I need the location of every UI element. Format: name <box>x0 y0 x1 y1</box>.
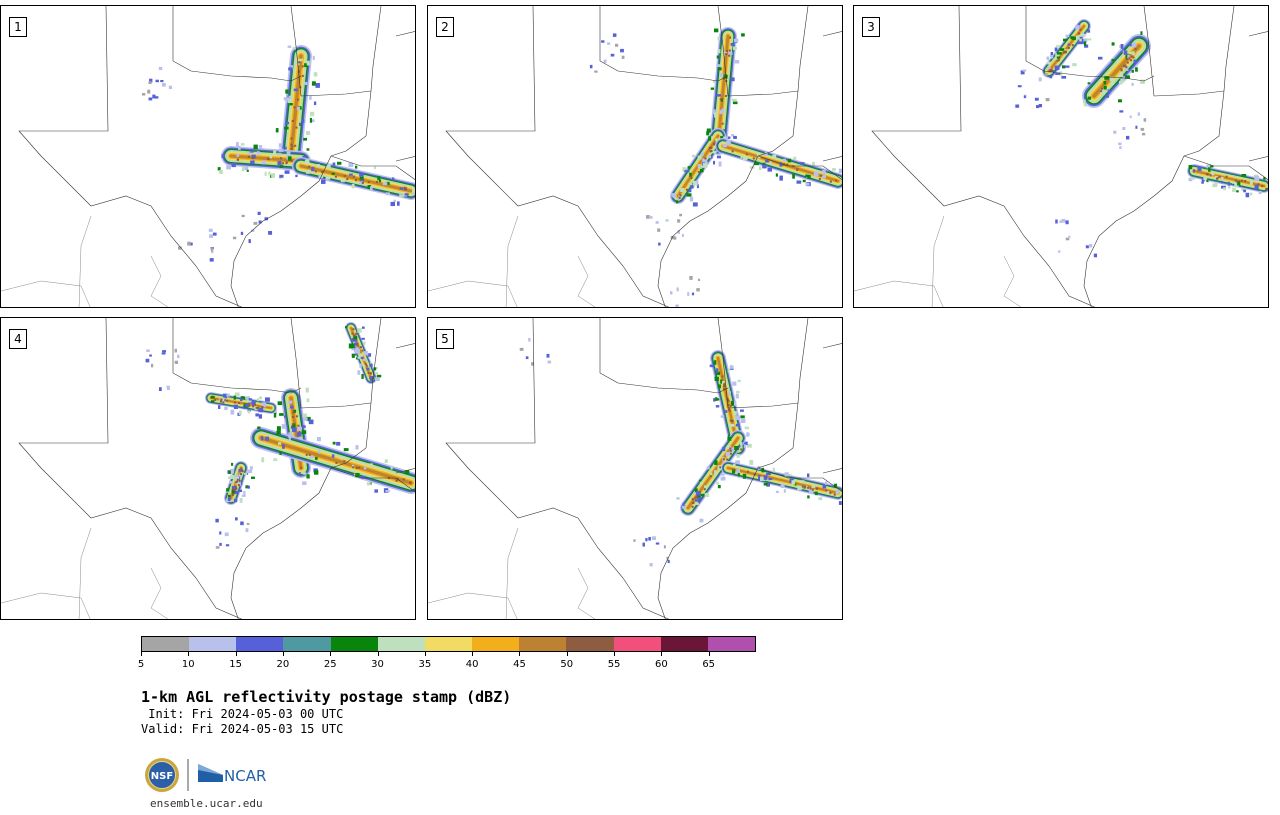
colorbar-tick <box>188 652 190 656</box>
state-borders <box>18 6 415 307</box>
panel-number: 4 <box>9 329 27 349</box>
website-link[interactable]: ensemble.ucar.edu <box>150 797 263 810</box>
reflectivity-echoes <box>1015 19 1268 258</box>
colorbar-tick-label: 15 <box>229 659 242 670</box>
state-borders <box>18 318 415 619</box>
valid-time: Valid: Fri 2024-05-03 15 UTC <box>141 722 344 736</box>
country-borders <box>1 215 169 307</box>
logos: NSF NCAR <box>145 758 266 792</box>
colorbar-tick-label: 25 <box>323 659 337 670</box>
reflectivity-map <box>428 318 842 619</box>
map-panel-5: 5 <box>427 317 843 620</box>
colorbar-tick-label: 45 <box>513 659 526 670</box>
colorbar-tick-label: 55 <box>607 659 621 670</box>
colorbar-tick-label: 50 <box>560 659 574 670</box>
colorbar-tick <box>424 652 426 656</box>
map-panel-2: 2 <box>427 5 843 308</box>
colorbar-tick-label: 65 <box>702 659 716 670</box>
colorbar-cell <box>519 637 567 651</box>
colorbar-cell <box>377 637 425 651</box>
figure-title: 1-km AGL reflectivity postage stamp (dBZ… <box>141 688 512 706</box>
ncar-logo-icon: NCAR <box>198 764 266 785</box>
reflectivity-echoes <box>519 338 842 567</box>
reflectivity-map <box>1 318 415 619</box>
map-panel-1: 1 <box>0 5 416 308</box>
colorbar-cell <box>189 637 237 651</box>
colorbar-tick <box>330 652 332 656</box>
colorbar-tick-label: 5 <box>137 659 145 670</box>
reflectivity-echoes <box>589 27 842 307</box>
panel-number: 3 <box>862 17 880 37</box>
colorbar-cell <box>613 637 661 651</box>
map-panel-4: 4 <box>0 317 416 620</box>
colorbar-tick <box>472 652 474 656</box>
reflectivity-map <box>854 6 1268 307</box>
map-panel-3: 3 <box>853 5 1269 308</box>
ncar-text: NCAR <box>224 767 266 785</box>
colorbar-cell <box>424 637 473 651</box>
colorbar-tick <box>235 652 237 656</box>
colorbar-cell <box>330 637 378 651</box>
country-borders <box>428 527 596 619</box>
colorbar-tick-label: 10 <box>181 659 195 670</box>
colorbar-tick <box>377 652 379 656</box>
reflectivity-echoes <box>142 45 415 262</box>
colorbar-cell <box>283 637 331 651</box>
colorbar-tick <box>566 652 568 656</box>
panel-number: 5 <box>436 329 454 349</box>
colorbar-tick <box>661 652 663 656</box>
reflectivity-map <box>428 6 842 307</box>
nsf-seal-icon: NSF <box>145 758 179 792</box>
colorbar-cell <box>566 637 614 651</box>
colorbar-cell <box>660 637 708 651</box>
panel-number: 1 <box>9 17 27 37</box>
colorbar-tick <box>614 652 616 656</box>
nsf-text: NSF <box>151 771 173 782</box>
colorbar-tick-label: 20 <box>276 659 290 670</box>
colorbar-tick-label: 60 <box>655 659 668 670</box>
colorbar-cell <box>707 637 756 651</box>
colorbar-tick <box>519 652 521 656</box>
colorbar-ticks: 5 10 15 20 25 30 35 40 45 50 55 60 65 <box>137 652 756 672</box>
colorbar-tick-label: 30 <box>371 659 384 670</box>
country-borders <box>1 527 169 619</box>
colorbar-tick-label: 40 <box>465 659 479 670</box>
init-time: Init: Fri 2024-05-03 00 UTC <box>141 707 344 721</box>
panel-number: 2 <box>436 17 454 37</box>
reflectivity-map <box>1 6 415 307</box>
colorbar-tick <box>282 652 284 656</box>
state-borders <box>445 6 842 307</box>
country-borders <box>428 215 596 307</box>
colorbar-tick <box>708 652 710 656</box>
state-borders <box>871 6 1268 307</box>
colorbar-tick <box>141 652 142 656</box>
colorbar-cell <box>472 637 520 651</box>
reflectivity-echoes <box>145 322 415 549</box>
colorbar-cell <box>142 637 190 651</box>
colorbar <box>141 636 756 652</box>
colorbar-cell <box>236 637 284 651</box>
state-borders <box>445 318 842 619</box>
colorbar-tick-label: 35 <box>418 659 432 670</box>
country-borders <box>854 215 1022 307</box>
